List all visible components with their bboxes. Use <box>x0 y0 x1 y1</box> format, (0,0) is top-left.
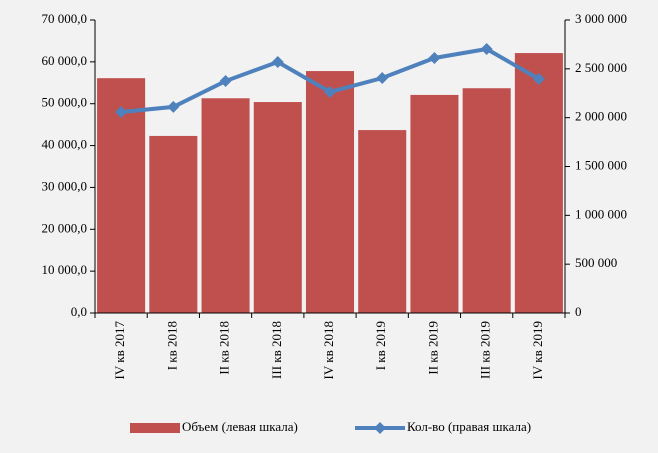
marker <box>167 100 180 113</box>
y-tick-label: 10 000,0 <box>42 262 88 277</box>
x-tick-label: II кв 2019 <box>425 321 440 375</box>
marker <box>428 51 441 64</box>
x-tick-label: II кв 2018 <box>217 321 232 375</box>
legend-marker <box>374 422 386 434</box>
x-tick-label: III кв 2018 <box>269 321 284 379</box>
marker <box>532 72 545 85</box>
bar <box>253 102 302 313</box>
x-tick-label: IV кв 2017 <box>112 321 127 380</box>
legend-label: Объем (левая шкала) <box>182 419 298 434</box>
y-tick-label: 40 000,0 <box>42 137 88 152</box>
bar <box>201 98 250 313</box>
legend-label: Кол-во (правая шкала) <box>407 419 531 434</box>
y2-tick-label: 500 000 <box>575 255 617 270</box>
marker <box>115 106 128 119</box>
x-tick-label: I кв 2018 <box>164 321 179 370</box>
y2-tick-label: 0 <box>575 304 582 319</box>
x-tick-label: IV кв 2019 <box>530 321 545 379</box>
y2-tick-label: 1 500 000 <box>575 157 627 172</box>
bar <box>514 53 563 314</box>
y-tick-label: 50 000,0 <box>42 95 88 110</box>
y-tick-label: 30 000,0 <box>42 178 88 193</box>
y2-tick-label: 2 000 000 <box>575 109 627 124</box>
x-tick-label: IV кв 2018 <box>321 321 336 379</box>
y-tick-label: 60 000,0 <box>42 53 88 68</box>
x-tick-label: III кв 2019 <box>478 321 493 379</box>
y-tick-label: 0,0 <box>71 304 87 319</box>
marker <box>480 43 493 56</box>
marker <box>376 72 389 85</box>
bar <box>410 94 459 313</box>
y2-tick-label: 1 000 000 <box>575 206 627 221</box>
y2-tick-label: 2 500 000 <box>575 60 627 75</box>
marker <box>271 55 284 68</box>
legend-swatch <box>130 423 180 433</box>
y2-tick-label: 3 000 000 <box>575 11 627 26</box>
marker <box>219 75 232 88</box>
bar <box>149 135 198 313</box>
marker <box>324 85 336 98</box>
bar <box>462 88 511 313</box>
x-tick-label: I кв 2019 <box>373 321 388 370</box>
y-tick-label: 20 000,0 <box>42 220 88 235</box>
bar <box>358 130 407 313</box>
y-tick-label: 70 000,0 <box>42 11 88 26</box>
bar <box>305 71 355 314</box>
